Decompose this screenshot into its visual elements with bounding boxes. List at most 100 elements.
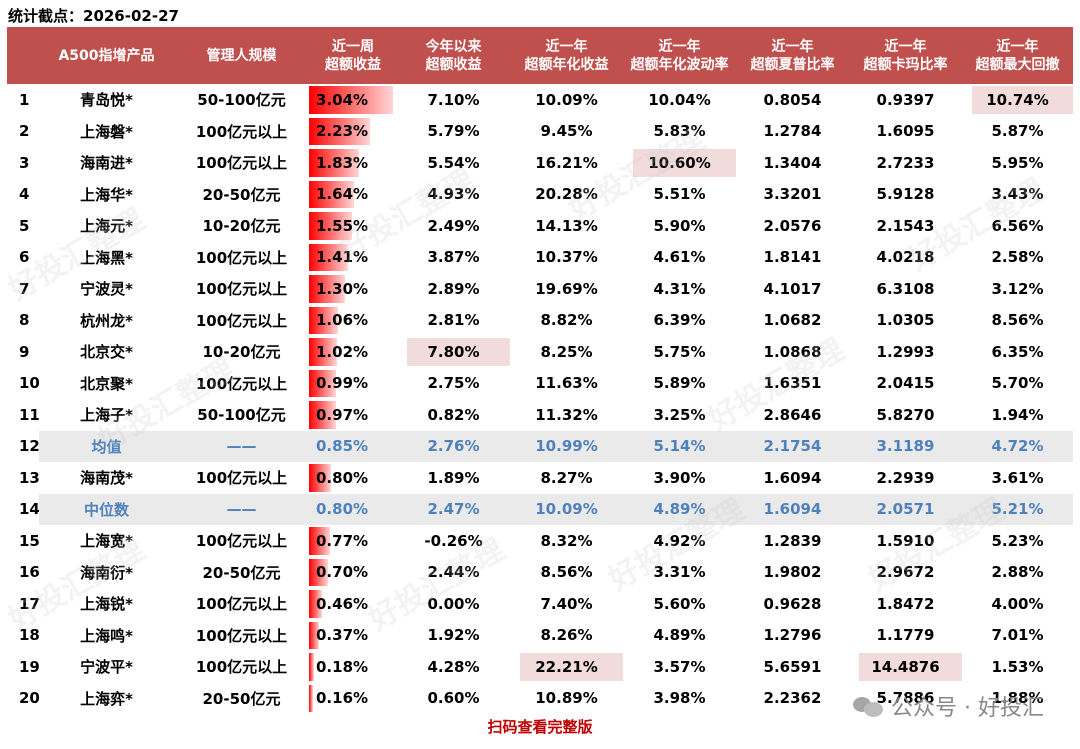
column-header-3: 近一周 超额收益 — [309, 27, 397, 84]
cell-text: 4.1017 — [763, 279, 822, 298]
cell-week: 1.41% — [309, 242, 397, 274]
cell-mdd: 5.21% — [962, 493, 1073, 525]
cell-text: 100亿元以上 — [195, 658, 288, 677]
cell-ytd: 3.87% — [397, 242, 510, 274]
column-header-4: 今年以来 超额收益 — [397, 27, 510, 84]
cell-text: 北京交* — [80, 343, 133, 362]
column-header-line: 超额收益 — [325, 56, 381, 73]
cell-calmar: 4.0218 — [849, 242, 962, 274]
cell-rank: 11 — [7, 399, 40, 431]
cell-ann-ret: 8.82% — [510, 305, 623, 337]
cell-text: 9.45% — [540, 122, 593, 141]
cell-text: 3.90% — [653, 468, 706, 487]
summary-row: 14 中位数 —— 0.80% 2.47% 10.09% 4.89% 1.6094 2.0571… — [7, 493, 1073, 525]
cell-ann-ret: 20.28% — [510, 179, 623, 211]
cell-text: —— — [226, 500, 257, 519]
cell-text: 4 — [19, 185, 30, 204]
cell-text: 3.98% — [653, 689, 706, 708]
cell-text: 3.25% — [653, 405, 706, 424]
cell-text: 100亿元以上 — [195, 595, 288, 614]
week-excess-bar — [309, 684, 314, 712]
cell-sharpe: 3.3201 — [736, 179, 849, 211]
column-header-line: 管理人规模 — [206, 47, 277, 64]
cell-text: 4.31% — [653, 279, 706, 298]
cell-text: 3.43% — [991, 185, 1044, 204]
week-excess-value: 1.30% — [316, 279, 369, 298]
week-excess-bar — [309, 117, 371, 145]
cell-text: 11.32% — [535, 405, 598, 424]
cell-rank: 15 — [7, 525, 40, 557]
cell-text: 2.89% — [427, 279, 480, 298]
cell-text: 2.88% — [991, 563, 1044, 582]
cell-text: 8.32% — [540, 531, 593, 550]
cell-sharpe: 1.2839 — [736, 525, 849, 557]
week-excess-bar — [309, 464, 331, 492]
cell-ann-vol: 4.89% — [623, 493, 736, 525]
week-excess-bar — [309, 338, 338, 366]
column-header-line: 近一年 — [658, 38, 701, 55]
week-excess-value: 1.02% — [316, 342, 369, 361]
cell-rank: 12 — [7, 431, 40, 463]
cell-text: 14 — [19, 500, 40, 519]
cell-rank: 1 — [7, 84, 39, 116]
cell-ann-vol: 5.60% — [623, 588, 736, 620]
cell-ytd: 7.80% — [397, 336, 510, 368]
wechat-icon — [853, 695, 884, 717]
cell-mdd: 1.88% — [962, 683, 1073, 715]
cell-text: 1.88% — [991, 689, 1044, 708]
view-full-link[interactable]: 扫码查看完整版 — [487, 718, 593, 736]
cell-ytd: 2.44% — [397, 557, 510, 589]
cell-scale: —— — [174, 493, 309, 525]
cell-week: 3.04% — [309, 84, 397, 116]
column-header-6: 近一年 超额年化波动率 — [623, 27, 736, 84]
cell-week: 1.83% — [309, 147, 397, 179]
cell-text: 1.53% — [991, 657, 1044, 676]
cell-text: 19.69% — [535, 279, 598, 298]
cell-text: 宁波平* — [80, 658, 133, 677]
cell-scale: 20-50亿元 — [174, 179, 309, 211]
table-row: 5 上海元* 10-20亿元 1.55% 2.49% 14.13% 5.90% 2.0576 2… — [7, 210, 1073, 242]
cell-scale: 100亿元以上 — [174, 147, 309, 179]
cell-rank: 3 — [7, 147, 39, 179]
cell-text: 16.21% — [535, 153, 598, 172]
table-body: 1 青岛悦* 50-100亿元 3.04% 7.10% 10.09% 10.04% 0.805… — [7, 84, 1073, 714]
cell-text: 14.13% — [535, 216, 598, 235]
cell-ann-vol: 3.90% — [623, 462, 736, 494]
cell-ytd: 2.81% — [397, 305, 510, 337]
week-excess-value: 1.55% — [316, 216, 369, 235]
cell-rank: 17 — [7, 588, 40, 620]
cell-ann-vol: 10.04% — [623, 84, 736, 116]
cell-text: 8.26% — [540, 626, 593, 645]
cell-text: 5.6591 — [763, 657, 822, 676]
cell-text: 3.61% — [991, 468, 1044, 487]
cell-sharpe: 1.6094 — [736, 493, 849, 525]
cell-ann-vol: 3.25% — [623, 399, 736, 431]
max-highlight — [407, 338, 510, 366]
cell-name: 上海黑* — [39, 242, 174, 274]
cell-text: 6 — [19, 248, 30, 267]
cell-text: 1.92% — [427, 626, 480, 645]
cell-ann-vol: 5.14% — [623, 430, 736, 462]
brand-text: 公众号 · 好投汇 — [891, 696, 1044, 721]
cell-text: 1.6351 — [763, 374, 822, 393]
cell-ann-vol: 10.60% — [623, 147, 736, 179]
cell-text: 上海锐* — [80, 595, 133, 614]
cell-ann-vol: 5.90% — [623, 210, 736, 242]
cell-name: 上海弈* — [39, 683, 174, 715]
cell-text: 2.1543 — [876, 216, 935, 235]
cell-text: 3.12% — [991, 279, 1044, 298]
cell-ann-ret: 9.45% — [510, 116, 623, 148]
cell-text: 5.83% — [653, 122, 706, 141]
cell-calmar: 3.1189 — [849, 430, 962, 462]
cell-name: 北京聚* — [39, 368, 174, 400]
cell-calmar: 0.9397 — [849, 84, 962, 116]
cell-text: 3.57% — [653, 657, 706, 676]
cell-week: 0.99% — [309, 368, 397, 400]
cell-text: 上海黑* — [80, 248, 133, 267]
cell-text: 3.87% — [427, 248, 480, 267]
cell-scale: 100亿元以上 — [174, 305, 309, 337]
cell-text: 2.8646 — [763, 405, 822, 424]
table-row: 18 上海鸣* 100亿元以上 0.37% 1.92% 8.26% 4.89% 1.2796 1… — [7, 620, 1073, 652]
cell-week: 0.80% — [309, 462, 397, 494]
cell-text: 5.21% — [991, 500, 1044, 519]
